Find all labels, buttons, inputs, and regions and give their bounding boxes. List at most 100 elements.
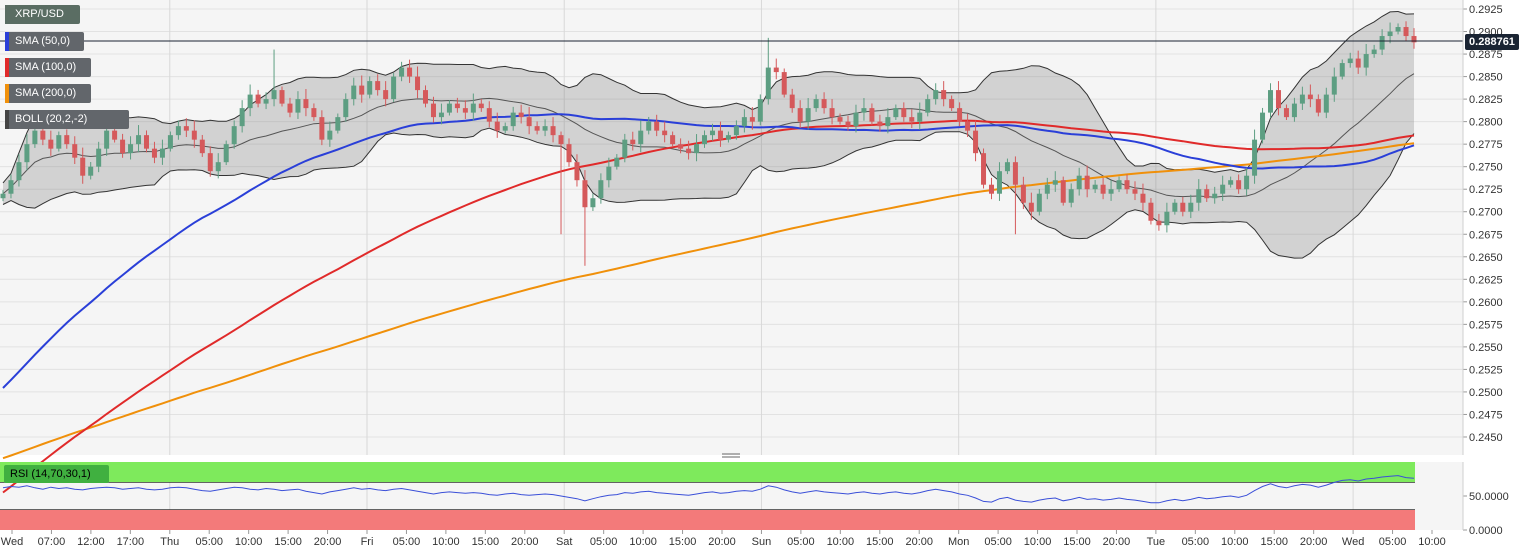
candle-body: [383, 90, 389, 100]
candle-body: [438, 112, 444, 118]
candle-body: [558, 135, 564, 145]
x-tick-label: Sat: [556, 536, 573, 548]
candle-body: [159, 148, 165, 158]
candle-body: [1076, 175, 1082, 190]
candle-body: [988, 184, 994, 194]
candle-body: [462, 108, 468, 113]
panel-resize-handle[interactable]: [722, 453, 740, 458]
candle-body: [1395, 27, 1401, 32]
x-tick-label: 10:00: [1418, 536, 1446, 548]
sma-100-line: [2, 119, 1415, 494]
candle-body: [797, 108, 803, 122]
candle-body: [1156, 220, 1162, 226]
candle-body: [207, 153, 213, 172]
candle-body: [957, 108, 963, 122]
candle-body: [423, 90, 429, 104]
candle-body: [1283, 108, 1289, 118]
candle-body: [1275, 90, 1281, 109]
legend-swatch: [5, 32, 9, 51]
y-tick-label: 0.2875: [1469, 49, 1503, 61]
legend-swatch: [5, 5, 9, 24]
candle-body: [709, 130, 715, 136]
legend-sma-100[interactable]: SMA (100,0): [5, 58, 91, 77]
candle-body: [1108, 189, 1114, 194]
candle-body: [24, 144, 30, 163]
rsi-oversold-zone: [0, 509, 1415, 530]
candle-body: [215, 162, 221, 172]
legend-sma-200[interactable]: SMA (200,0): [5, 84, 91, 103]
x-tick-label: 05:00: [590, 536, 618, 548]
legend-xrpusd[interactable]: XRP/USD: [5, 5, 80, 24]
rsi-y-tick-label: 0.0000: [1469, 525, 1503, 537]
candle-body: [303, 99, 309, 109]
legend-rsi[interactable]: RSI (14,70,30,1): [4, 465, 109, 483]
candle-body: [1212, 193, 1218, 199]
candle-body: [167, 135, 173, 149]
candle-body: [1252, 139, 1258, 176]
candle-body: [1044, 184, 1050, 194]
candle-body: [494, 121, 500, 131]
candle-body: [199, 139, 205, 154]
candle-body: [630, 139, 636, 145]
candle-body: [1068, 189, 1074, 203]
candle-body: [367, 81, 373, 95]
bollinger-lower: [2, 127, 1415, 259]
x-tick-label: 20:00: [1300, 536, 1328, 548]
legend-bollinger[interactable]: BOLL (20,2,-2): [5, 110, 129, 129]
candle-body: [32, 130, 38, 145]
candle-body: [829, 108, 835, 118]
candle-body: [96, 148, 102, 167]
candle-body: [1355, 58, 1361, 68]
candle-body: [239, 108, 245, 127]
moving-averages: [2, 113, 1415, 494]
candles: [0, 21, 1417, 266]
candle-body: [1236, 180, 1242, 190]
candle-body: [1291, 103, 1297, 118]
x-tick-label: 20:00: [1103, 536, 1131, 548]
candle-body: [702, 135, 708, 145]
candle-body: [295, 99, 301, 113]
x-tick-label: 20:00: [905, 536, 933, 548]
candle-body: [263, 99, 269, 104]
candle-body: [542, 126, 548, 131]
candle-body: [407, 67, 413, 77]
x-tick-label: 05:00: [393, 536, 421, 548]
legend-swatch: [5, 110, 9, 129]
candle-body: [813, 99, 819, 109]
candle-body: [717, 130, 723, 140]
candle-body: [893, 108, 899, 118]
candle-body: [646, 121, 652, 131]
grid: [0, 0, 1463, 530]
legend-sma-50[interactable]: SMA (50,0): [5, 32, 84, 51]
y-tick-label: 0.2575: [1469, 319, 1503, 331]
candle-body: [662, 130, 668, 136]
candle-body: [1196, 189, 1202, 203]
candle-body: [351, 85, 357, 100]
x-tick-label: 15:00: [669, 536, 697, 548]
y-tick-label: 0.2700: [1469, 207, 1503, 219]
candle-body: [973, 130, 979, 154]
candle-body: [1052, 180, 1058, 185]
candle-body: [1387, 31, 1393, 37]
candle-body: [104, 130, 110, 149]
candle-body: [478, 103, 484, 109]
candle-body: [287, 103, 293, 113]
bollinger-middle: [2, 73, 1415, 198]
candle-body: [1315, 99, 1321, 113]
y-tick-label: 0.2825: [1469, 94, 1503, 106]
candle-body: [917, 112, 923, 122]
y-tick-label: 0.2475: [1469, 409, 1503, 421]
candle-body: [901, 108, 907, 118]
candle-body: [510, 112, 516, 127]
candle-body: [654, 121, 660, 131]
candle-body: [502, 126, 508, 131]
candle-body: [143, 135, 149, 149]
candle-body: [534, 126, 540, 131]
candle-body: [80, 157, 86, 176]
candle-body: [430, 103, 436, 118]
legend-label: SMA (50,0): [15, 35, 71, 47]
candle-body: [566, 144, 572, 163]
candle-body: [1188, 202, 1194, 212]
